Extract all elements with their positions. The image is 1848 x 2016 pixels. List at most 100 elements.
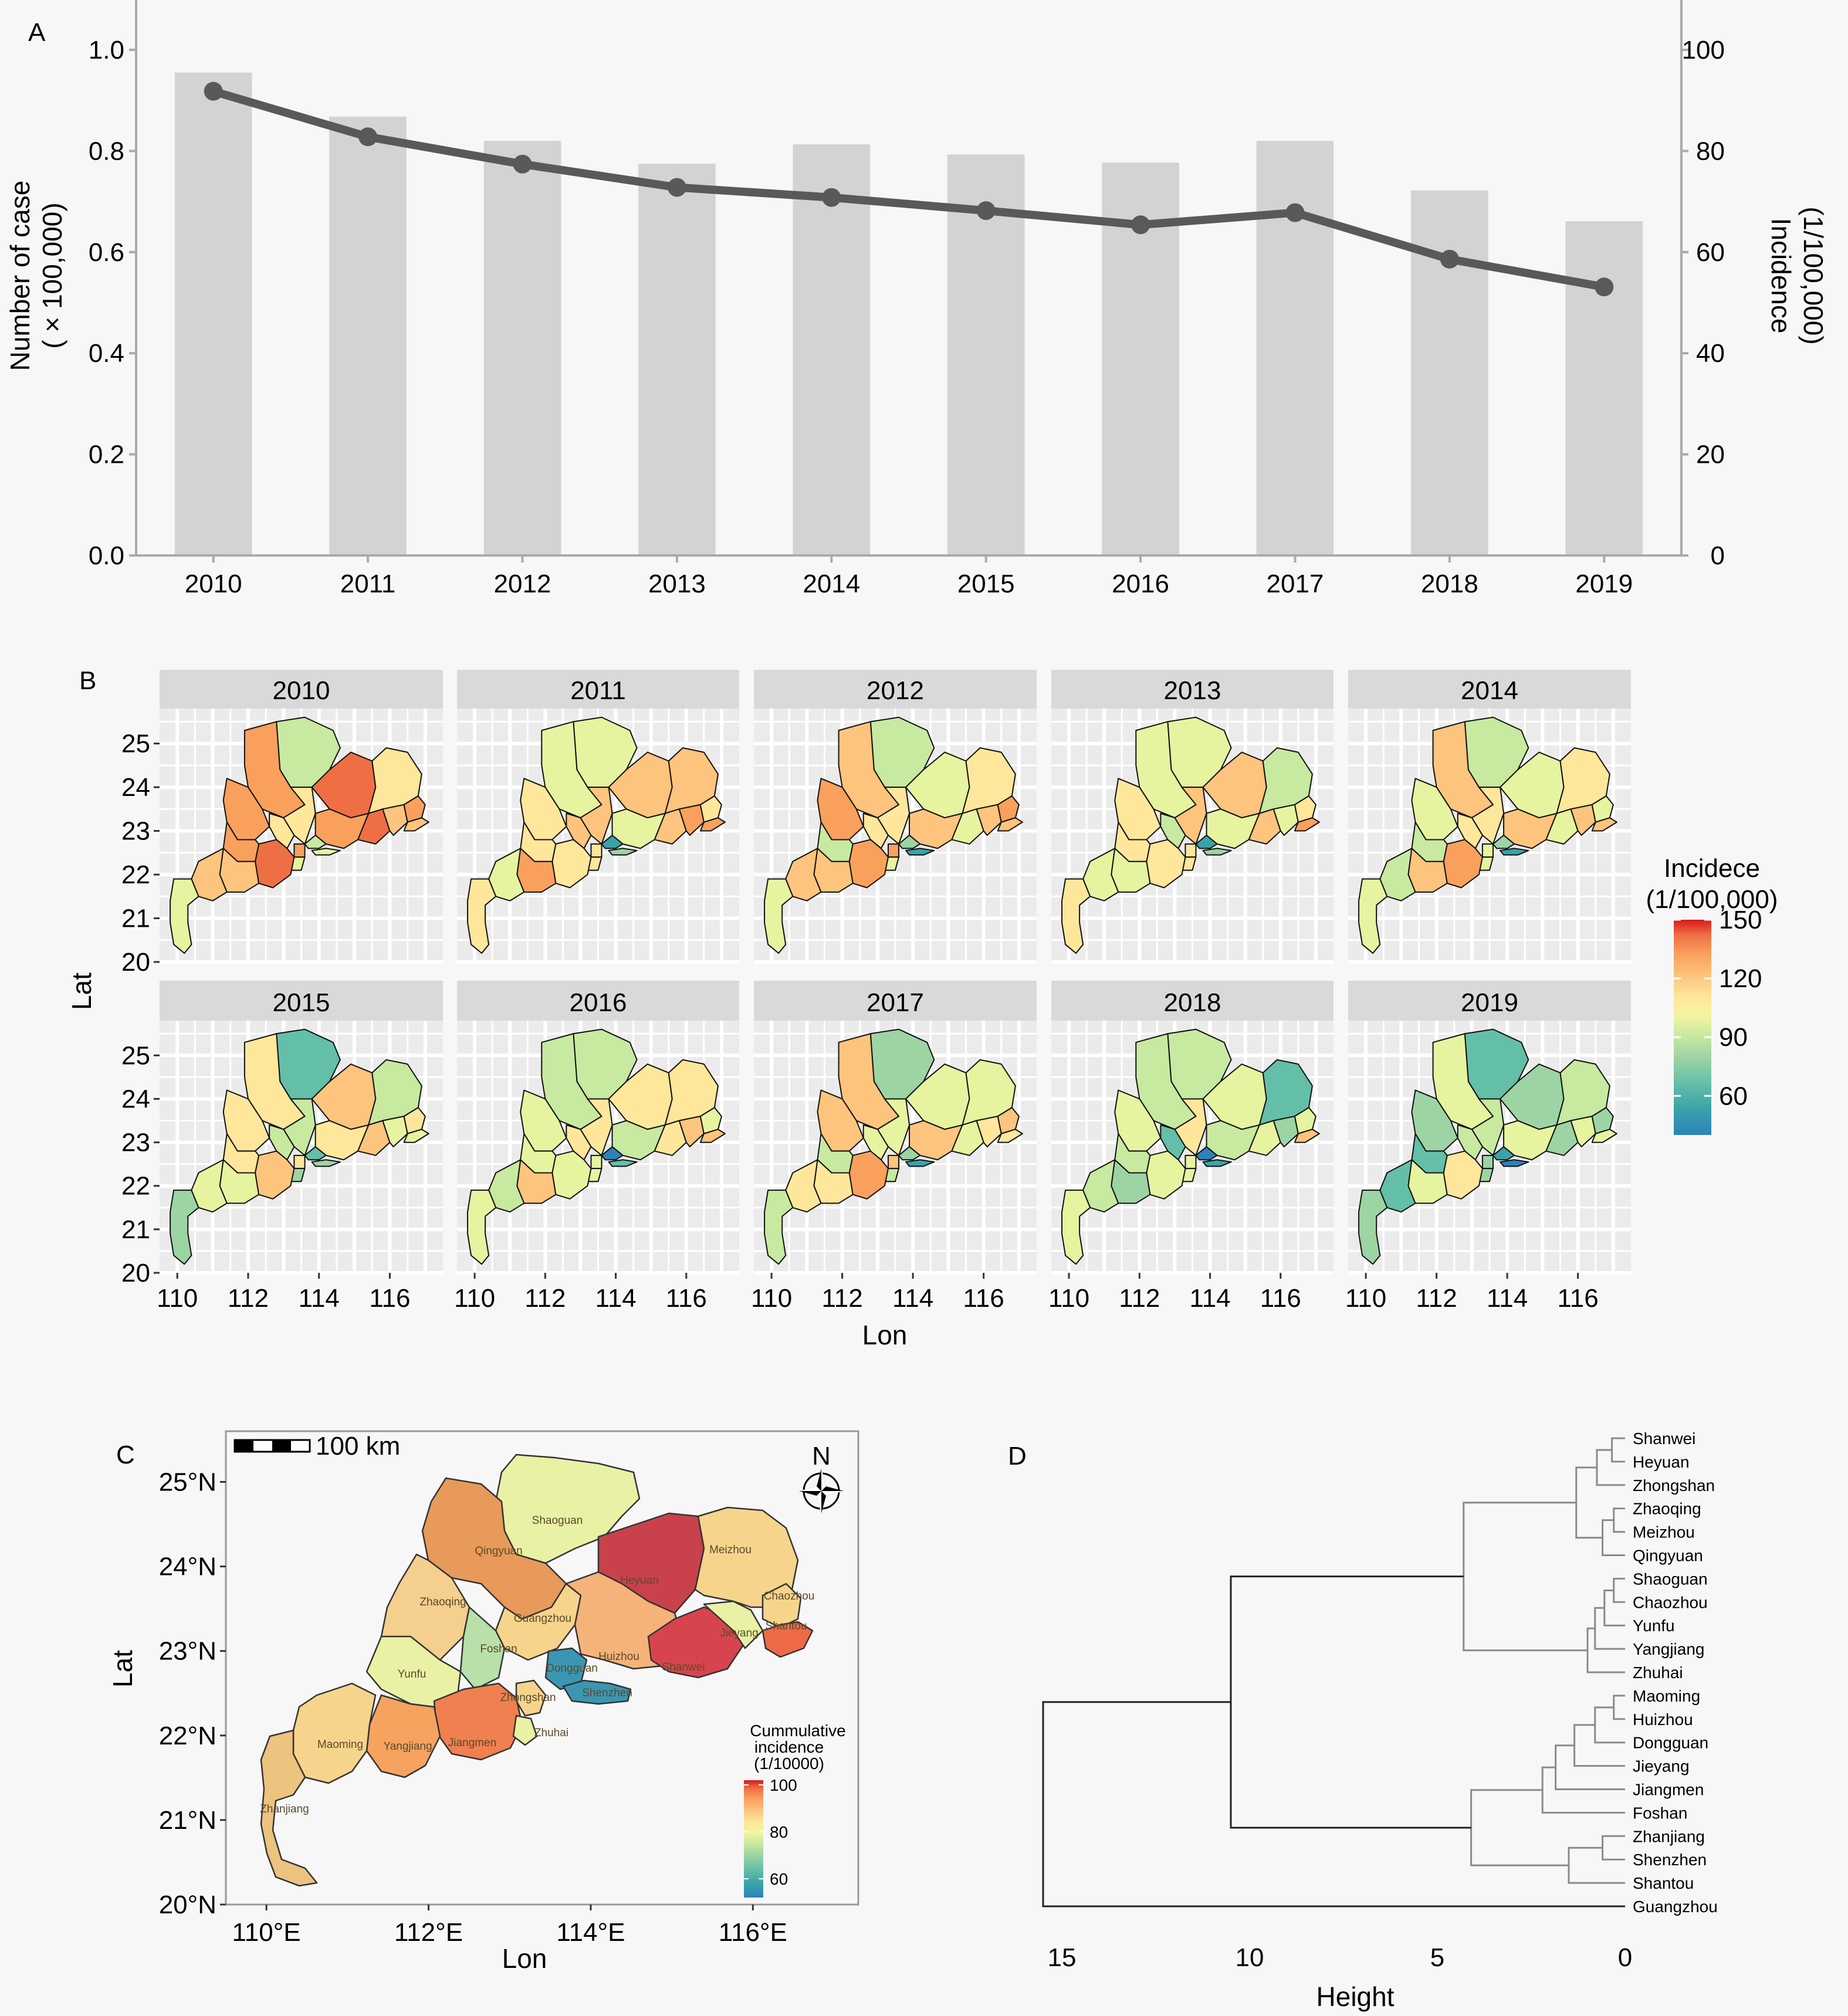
dendrogram-branch	[1613, 1507, 1625, 1533]
y-right-tick-label: 100	[1682, 36, 1725, 65]
leaf-label: Jiangmen	[1633, 1781, 1704, 1799]
lat-tick-label: 21°N	[159, 1806, 216, 1835]
region-chaozhou	[403, 1107, 426, 1134]
city-label: Yunfu	[398, 1668, 427, 1680]
leaf-label: Huizhou	[1633, 1710, 1693, 1729]
city-label: Meizhou	[709, 1544, 752, 1556]
bar-2013	[638, 163, 716, 555]
y-right-tick-label: 40	[1696, 339, 1725, 368]
incidence-line	[212, 87, 1605, 292]
bar-2014	[793, 144, 871, 556]
region-jieyang	[976, 804, 1002, 836]
facet-strip	[160, 670, 443, 709]
region-shantou	[1591, 817, 1617, 832]
city-label: Zhaoqing	[419, 1596, 466, 1608]
x-tick-label: 2016	[1112, 570, 1169, 598]
city-label: Foshan	[480, 1643, 517, 1655]
facet-year-label: 2014	[1461, 676, 1518, 705]
region-maoming	[292, 1682, 377, 1784]
city-label: Guangzhou	[514, 1612, 571, 1625]
city-label: Maoming	[317, 1739, 363, 1751]
panel-a-x-ticks: 2010 2011 2012 2013 2014 2015 2016 2017 2018 2019	[185, 555, 1633, 598]
facet-strip	[754, 981, 1037, 1021]
region-dongguan	[1492, 835, 1515, 849]
facet-2013: 2013	[1051, 670, 1333, 964]
legend-tick-label: 100	[770, 1776, 797, 1794]
region-zhanjiang	[1061, 1190, 1091, 1265]
region-chaozhou	[997, 795, 1020, 823]
legend-tick-label: 120	[1719, 964, 1762, 993]
region-dongguan	[601, 835, 624, 849]
dendrogram-branch	[1594, 1607, 1625, 1650]
panel-a-right-ticks: 0 20 40 60 80 100	[1681, 36, 1725, 570]
x-tick-label: 2013	[648, 570, 706, 598]
panel-c-legend-ticks: 100 80 60	[744, 1776, 797, 1888]
city-label: Zhongshan	[500, 1692, 556, 1704]
lat-tick-label: 20	[121, 948, 150, 977]
lon-tick-label: 110	[454, 1284, 495, 1313]
height-tick-label: 10	[1236, 1943, 1264, 1972]
region-shantou	[403, 1129, 429, 1143]
incidence-point-2015	[976, 201, 996, 221]
panel-a-bars	[174, 72, 1643, 556]
region-jieyang	[1272, 1116, 1299, 1147]
lon-tick-label: 110°E	[232, 1918, 301, 1947]
legend-tick-label: 60	[770, 1870, 788, 1888]
lat-tick-label: 25°N	[159, 1468, 216, 1496]
region-chaozhou	[699, 1107, 722, 1134]
panel-label-b: B	[79, 666, 96, 695]
city-label: Huizhou	[598, 1651, 639, 1663]
region-shenzhen	[905, 848, 935, 856]
north-arrow: N	[799, 1442, 844, 1513]
incidence-point-2019	[1595, 277, 1614, 297]
panel-a-ylabel-left-unit: ( × 100,000)	[37, 202, 67, 348]
region-chaozhou	[1294, 795, 1316, 823]
y-right-tick-label: 60	[1696, 238, 1725, 267]
panel-c-legend-title-3: (1/10000)	[754, 1754, 824, 1773]
height-tick-label: 5	[1430, 1943, 1444, 1972]
dendrogram-branch	[1042, 1701, 1625, 1907]
lat-tick-label: 22°N	[159, 1722, 216, 1750]
incidence-point-2012	[513, 154, 532, 174]
region-shantou	[1294, 1129, 1320, 1143]
lon-tick-label: 114	[1189, 1284, 1230, 1313]
lon-tick-label: 110	[157, 1284, 198, 1313]
leaf-label: Meizhou	[1633, 1523, 1695, 1541]
region-zhuhai	[512, 1715, 538, 1746]
x-tick-label: 2015	[957, 570, 1015, 598]
lat-tick-label: 23°N	[159, 1637, 216, 1666]
panel-c: C 100 km N	[107, 1430, 859, 1974]
city-label: Shanwei	[662, 1661, 705, 1673]
region-chaozhou	[997, 1107, 1020, 1134]
leaf-label: Maoming	[1633, 1687, 1700, 1705]
leaf-label: Chaozhou	[1633, 1593, 1708, 1611]
region-jieyang	[1570, 804, 1596, 836]
lat-tick-label: 24°N	[159, 1553, 216, 1581]
y-left-tick-label: 0.6	[89, 238, 124, 267]
facet-year-label: 2012	[867, 676, 924, 705]
dendrogram-branch	[1596, 1449, 1625, 1486]
region-shanwei	[647, 1606, 746, 1679]
lon-tick-label: 116	[666, 1284, 707, 1313]
incidence-point-2013	[667, 178, 686, 197]
region-shantou	[699, 817, 726, 832]
panel-c-legend-title-2: incidence	[754, 1738, 824, 1756]
lon-tick-label: 114	[892, 1284, 933, 1313]
dendrogram-branch	[1575, 1466, 1603, 1539]
city-label: Zhanjiang	[260, 1803, 309, 1815]
panel-a-points	[204, 82, 1614, 297]
facet-strip	[457, 981, 739, 1021]
region-shenzhen	[562, 1679, 632, 1705]
city-label: Jieyang	[720, 1627, 759, 1639]
lon-tick-label: 110	[1345, 1284, 1386, 1313]
lon-tick-label: 116	[369, 1284, 410, 1313]
lat-tick-label: 20	[121, 1259, 150, 1287]
region-shenzhen	[1500, 848, 1529, 856]
city-label: Yangjiang	[383, 1740, 432, 1753]
city-label: Chaozhou	[764, 1590, 815, 1602]
dendrogram-branch	[1611, 1437, 1625, 1463]
region-shantou	[761, 1621, 814, 1658]
region-dongguan	[1492, 1146, 1515, 1161]
